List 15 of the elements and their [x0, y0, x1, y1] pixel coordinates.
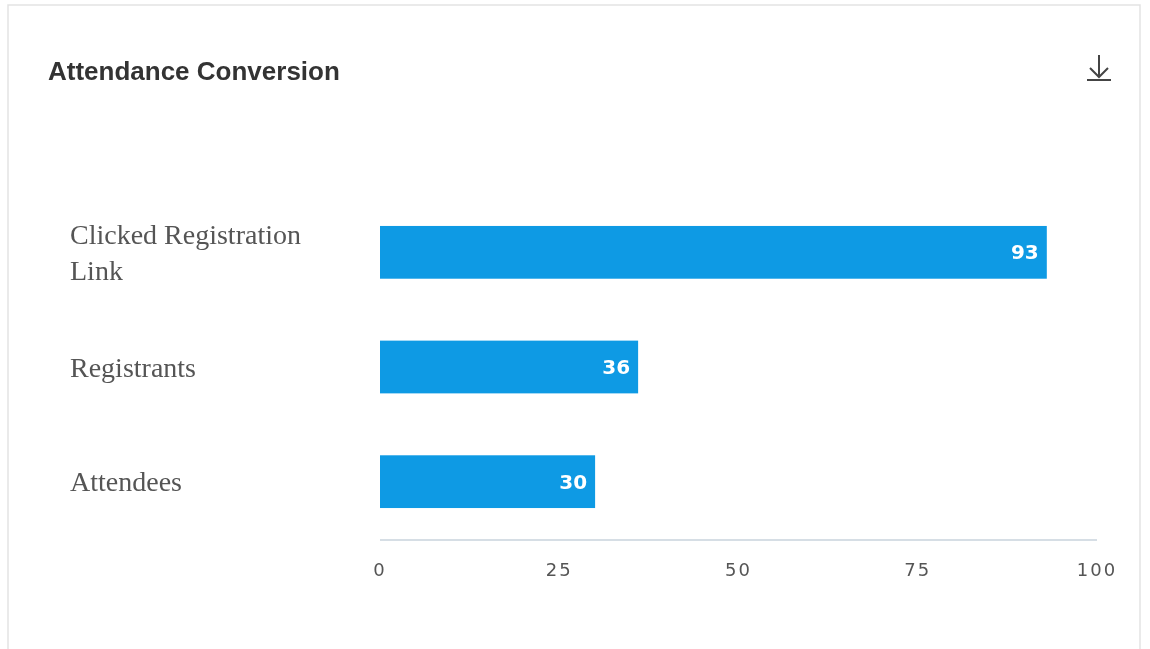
x-tick-label: 50: [725, 559, 752, 580]
bar: [380, 340, 639, 394]
y-tick-label: Clicked Registration Link: [70, 219, 301, 287]
x-tick-label: 75: [904, 559, 932, 580]
data-label: 93: [1010, 240, 1039, 265]
bar: [380, 455, 596, 509]
x-tick-label: 25: [545, 559, 573, 580]
bar: [380, 225, 1047, 279]
y-tick-label: Attendees: [70, 466, 182, 498]
x-tick-label: 0: [373, 559, 387, 580]
chart-title: Attendance Conversion: [48, 56, 340, 86]
x-tick-label: 100: [1076, 559, 1118, 580]
data-label: 30: [559, 469, 588, 494]
data-label: 36: [602, 355, 631, 379]
y-tick-label: Registrants: [70, 351, 196, 383]
